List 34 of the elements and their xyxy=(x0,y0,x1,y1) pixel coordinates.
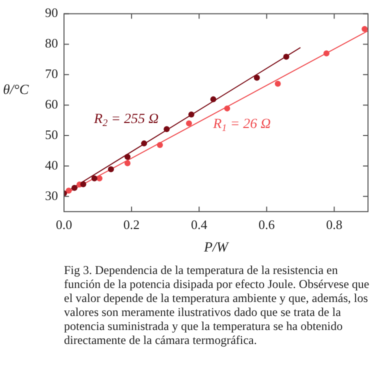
y-tick-label: 50 xyxy=(45,126,58,142)
point xyxy=(156,142,163,148)
point xyxy=(188,112,194,118)
point xyxy=(323,50,330,56)
point xyxy=(71,184,78,191)
point xyxy=(186,120,192,126)
y-tick-label: 90 xyxy=(45,5,58,20)
point xyxy=(141,140,148,146)
x-tick-label: 0.0 xyxy=(56,216,72,232)
y-tick-label: 40 xyxy=(45,157,58,172)
x-axis-title: P/W xyxy=(202,240,230,256)
point xyxy=(274,80,281,87)
point xyxy=(108,166,114,172)
point xyxy=(164,126,170,132)
point xyxy=(66,188,72,194)
y-tick-label: 70 xyxy=(45,66,58,82)
y-axis-title: θ/°C xyxy=(3,82,30,98)
y-tick-label: 60 xyxy=(45,96,58,112)
point xyxy=(362,26,368,32)
point xyxy=(283,54,290,60)
point xyxy=(210,96,216,102)
point xyxy=(254,74,260,81)
y-tick-label: 80 xyxy=(45,36,58,51)
x-tick-label: 0.4 xyxy=(190,216,208,232)
x-tick-label: 0.2 xyxy=(123,216,140,232)
point xyxy=(91,175,98,182)
caption: Fig 3. Dependencia de la temperatura de la resistencia en función de la potencia disipada por efecto Joule. Obsérvese que el valor depende de la temperatura ambiente y que, además, los valores son meramente ilustrativos dado que se trata de la potencia suministrada y que la temperatura se ha obtenido directamente de la cámara termográfica. xyxy=(64,263,370,347)
point xyxy=(224,105,230,112)
point xyxy=(124,160,130,166)
x-tick-label: 0.6 xyxy=(258,216,276,232)
point xyxy=(80,181,86,188)
y-tick-label: 30 xyxy=(45,188,58,203)
point xyxy=(124,154,130,160)
x-tick-label: 0.8 xyxy=(326,216,342,232)
